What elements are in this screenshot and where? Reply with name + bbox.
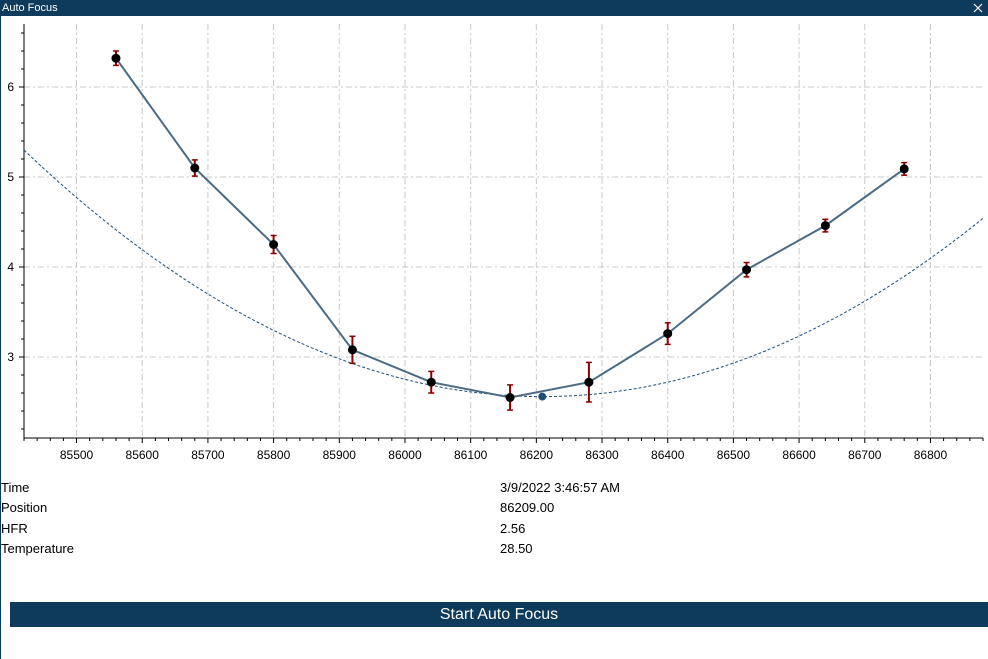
info-label: Temperature (1, 540, 74, 556)
focus-point (538, 392, 547, 401)
x-tick-label: 86200 (520, 448, 554, 462)
info-row-position: Position 86209.00 (0, 498, 988, 518)
y-tick-label: 5 (7, 170, 14, 184)
y-tick-label: 4 (7, 260, 14, 274)
info-row-time: Time 3/9/2022 3:46:57 AM (0, 478, 988, 498)
data-point (269, 240, 279, 249)
info-value: 2.56 (500, 520, 526, 536)
start-auto-focus-button[interactable]: Start Auto Focus (10, 602, 988, 627)
x-tick-label: 85700 (191, 448, 225, 462)
x-tick-label: 86000 (388, 448, 422, 462)
data-point (505, 393, 515, 402)
y-tick-label: 3 (7, 350, 14, 364)
info-label: Time (1, 480, 30, 495)
x-tick-label: 85900 (323, 448, 357, 462)
x-tick-label: 86500 (717, 448, 751, 462)
window-title: Auto Focus (2, 2, 58, 14)
data-point (347, 345, 357, 355)
x-tick-label: 86400 (651, 448, 685, 462)
chart-svg: 85500 85600 85700 85800 85900 86000 86100 86200… (7, 24, 984, 462)
window-border (0, 16, 1, 659)
data-point (742, 265, 752, 275)
x-tick-label: 86700 (848, 448, 882, 462)
data-point (820, 221, 830, 231)
info-panel: Time 3/9/2022 3:46:57 AM Position 86209.… (0, 478, 988, 559)
info-label: HFR (1, 520, 28, 536)
info-value: 86209.00 (500, 500, 555, 516)
x-tick-label: 86600 (782, 448, 816, 462)
title-bar: Auto Focus (0, 0, 988, 16)
data-point (111, 53, 121, 63)
y-tick-label: 6 (7, 80, 14, 94)
x-tick-label: 85800 (257, 448, 291, 462)
measured-line (115, 57, 905, 399)
data-point (663, 329, 673, 339)
autofocus-chart: 85500 85600 85700 85800 85900 86000 86100 86200… (0, 16, 988, 476)
x-tick-label: 86300 (585, 448, 619, 462)
data-point (899, 164, 909, 174)
info-value: 3/9/2022 3:46:57 AM (500, 480, 620, 495)
fitted-curve (24, 149, 983, 398)
x-tick-label: 85500 (60, 448, 94, 462)
info-row-hfr: HFR 2.56 (0, 519, 988, 539)
data-point (190, 163, 200, 173)
info-label: Position (1, 500, 48, 516)
info-row-temperature: Temperature 28.50 (0, 539, 988, 559)
info-value: 28.50 (500, 540, 533, 556)
x-tick-label: 86800 (914, 448, 948, 462)
x-tick-label: 85600 (126, 448, 160, 462)
x-tick-label: 86100 (454, 448, 488, 462)
close-icon[interactable] (968, 0, 988, 16)
data-point (426, 377, 436, 387)
data-point (584, 377, 594, 387)
